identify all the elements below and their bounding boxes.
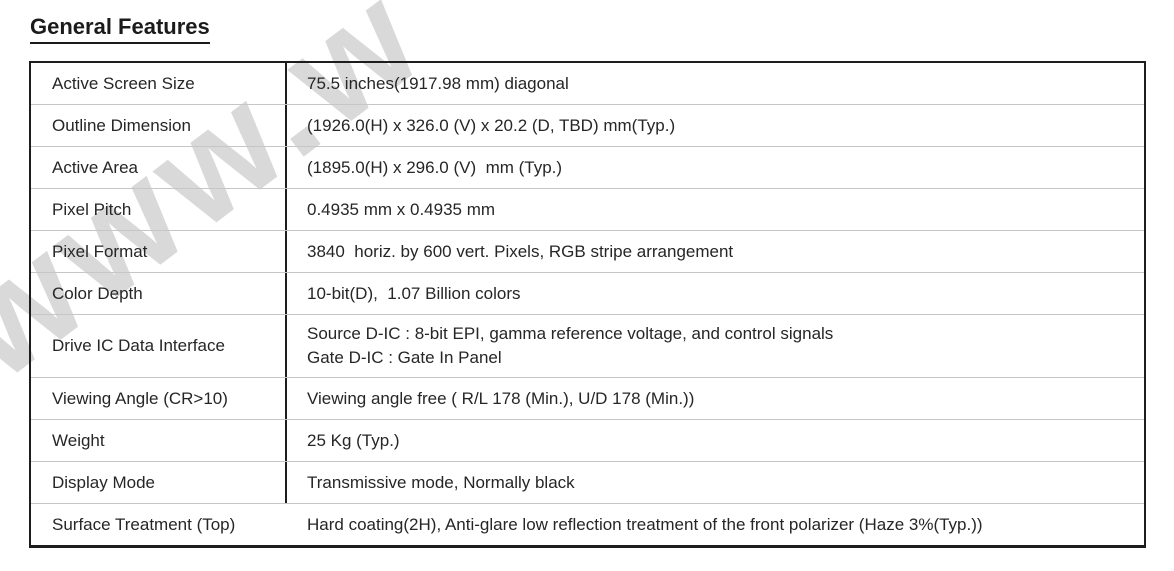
table-row: Outline Dimension (1926.0(H) x 326.0 (V)… xyxy=(31,105,1144,147)
spec-label-cell: Pixel Format xyxy=(31,231,287,272)
spec-value-cell: 75.5 inches(1917.98 mm) diagonal xyxy=(307,73,569,93)
spec-value-cell: 25 Kg (Typ.) xyxy=(307,430,400,450)
spec-label-cell: Active Area xyxy=(31,147,287,188)
table-row: Pixel Pitch 0.4935 mm x 0.4935 mm xyxy=(31,189,1144,231)
spec-label-cell: Color Depth xyxy=(31,273,287,314)
table-row: Drive IC Data Interface Source D-IC : 8-… xyxy=(31,315,1144,378)
spec-value-cell: 3840 horiz. by 600 vert. Pixels, RGB str… xyxy=(307,241,734,261)
spec-value-cell: 0.4935 mm x 0.4935 mm xyxy=(307,199,496,219)
page-title: General Features xyxy=(30,14,210,44)
spec-value-cell: (1895.0(H) x 296.0 (V) mm (Typ.) xyxy=(307,157,563,177)
spec-value-cell: Source D-IC : 8-bit EPI, gamma reference… xyxy=(307,324,834,367)
table-row: Active Screen Size 75.5 inches(1917.98 m… xyxy=(31,63,1144,105)
table-row: Display Mode Transmissive mode, Normally… xyxy=(31,462,1144,504)
spec-label-cell: Display Mode xyxy=(31,462,287,503)
table-row: Active Area (1895.0(H) x 296.0 (V) mm (T… xyxy=(31,147,1144,189)
spec-label-cell: Weight xyxy=(31,420,287,461)
spec-label-cell: Outline Dimension xyxy=(31,105,287,146)
spec-label-cell: Active Screen Size xyxy=(31,63,287,104)
spec-value-cell: Transmissive mode, Normally black xyxy=(307,472,575,492)
general-features-table: Active Screen Size 75.5 inches(1917.98 m… xyxy=(29,61,1146,548)
spec-value-cell: (1926.0(H) x 326.0 (V) x 20.2 (D, TBD) m… xyxy=(307,115,676,135)
table-row: Viewing Angle (CR>10) Viewing angle free… xyxy=(31,378,1144,420)
table-row: Pixel Format 3840 horiz. by 600 vert. Pi… xyxy=(31,231,1144,273)
table-row: Weight 25 Kg (Typ.) xyxy=(31,420,1144,462)
table-row: Surface Treatment (Top) Hard coating(2H)… xyxy=(31,504,1144,545)
table-row: Color Depth 10-bit(D), 1.07 Billion colo… xyxy=(31,273,1144,315)
spec-value-cell: Hard coating(2H), Anti-glare low reflect… xyxy=(307,514,983,534)
spec-label-cell: Pixel Pitch xyxy=(31,189,287,230)
spec-value-cell: 10-bit(D), 1.07 Billion colors xyxy=(307,283,521,303)
spec-label-cell: Drive IC Data Interface xyxy=(31,315,287,377)
spec-value-cell: Viewing angle free ( R/L 178 (Min.), U/D… xyxy=(307,388,695,408)
page-title-text: General Features xyxy=(30,14,210,44)
spec-label-cell: Viewing Angle (CR>10) xyxy=(31,378,287,419)
spec-label-cell: Surface Treatment (Top) xyxy=(52,514,236,534)
